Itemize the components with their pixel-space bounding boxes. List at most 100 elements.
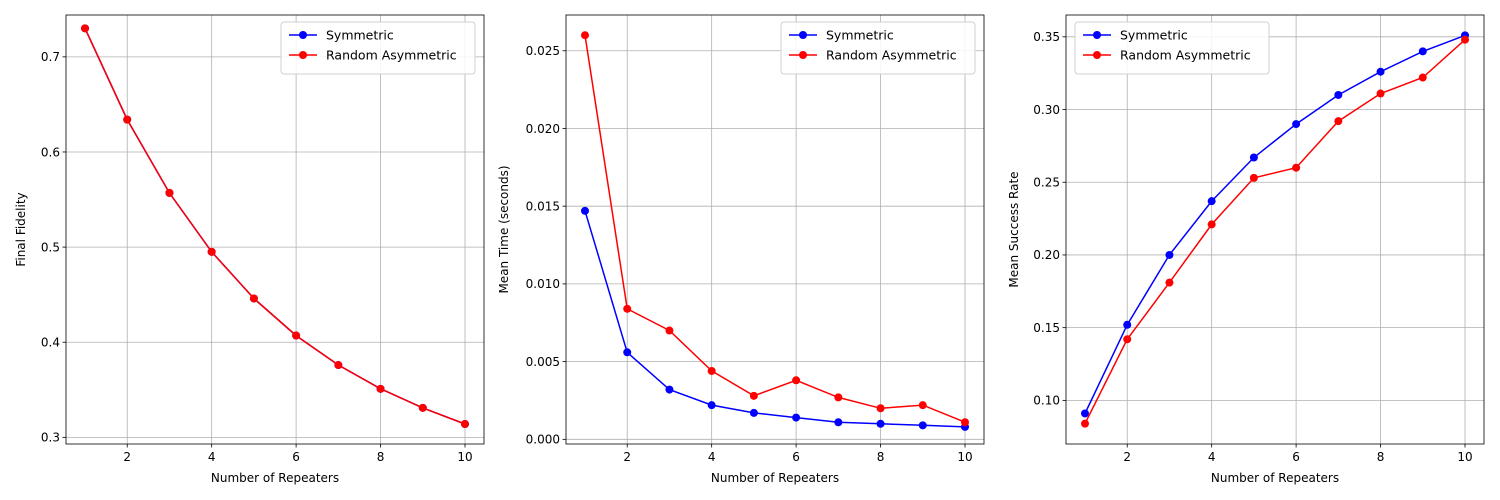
y-tick-label: 0.5 [41, 240, 60, 254]
data-point [1081, 419, 1089, 428]
legend-box [280, 21, 476, 75]
data-point [876, 419, 885, 428]
legend-marker [299, 31, 307, 39]
x-tick-label: 2 [1123, 450, 1131, 464]
data-point [876, 404, 885, 413]
x-tick-label: 8 [877, 450, 885, 464]
x-tick-label: 10 [957, 450, 972, 464]
data-point [1376, 89, 1385, 98]
series-line-0 [584, 210, 966, 428]
x-tick-label: 8 [1377, 450, 1385, 464]
data-point [1334, 117, 1343, 126]
data-point [1461, 35, 1469, 44]
data-point [1292, 163, 1301, 172]
data-point [834, 393, 843, 402]
data-point [834, 418, 843, 427]
mean-time-chart: Number of Repeaters Mean Time (seconds) … [497, 14, 985, 485]
data-point [665, 385, 674, 394]
y-tick-label: 0.005 [526, 355, 560, 369]
series-line-0 [1084, 34, 1466, 414]
data-point [123, 115, 132, 124]
x-tick-label: 6 [792, 450, 800, 464]
legend: Symmetric Random Asymmetric [280, 21, 476, 75]
legend-marker [1093, 31, 1101, 39]
y-axis-label: Mean Success Rate [1007, 171, 1021, 287]
x-tick-label: 10 [1457, 450, 1472, 464]
axes-frame [1065, 14, 1485, 445]
data-point [292, 331, 301, 340]
x-axis-label: Number of Repeaters [211, 471, 339, 485]
legend-label: Symmetric [1120, 28, 1188, 43]
data-point [1249, 173, 1258, 182]
axes-frame [65, 14, 485, 445]
data-point [165, 188, 174, 197]
y-tick-label: 0.4 [41, 336, 60, 350]
legend-label: Symmetric [826, 28, 894, 43]
legend-box [1074, 21, 1270, 75]
y-tick-label: 0.020 [526, 122, 560, 136]
data-point [792, 413, 801, 422]
x-tick-label: 2 [123, 450, 131, 464]
y-tick-label: 0.6 [41, 145, 60, 159]
data-point [418, 403, 427, 412]
y-tick-label: 0.10 [1033, 394, 1060, 408]
data-point [1418, 73, 1427, 82]
legend-box [780, 21, 976, 75]
y-tick-label: 0.20 [1033, 248, 1060, 262]
series-line-1 [84, 27, 466, 425]
data-point [1207, 197, 1216, 206]
y-axis-label: Mean Time (seconds) [497, 165, 511, 293]
legend: Symmetric Random Asymmetric [1074, 21, 1270, 75]
legend-marker [299, 51, 307, 59]
data-point [707, 366, 716, 375]
data-point [707, 401, 716, 410]
x-tick-label: 8 [377, 450, 385, 464]
data-point [918, 401, 927, 410]
data-point [623, 304, 632, 313]
axes-frame [565, 14, 985, 445]
y-tick-label: 0.025 [526, 44, 560, 58]
data-point [961, 418, 969, 427]
x-tick-label: 6 [1292, 450, 1300, 464]
data-point [792, 376, 801, 385]
data-point [1376, 67, 1385, 76]
legend-label: Symmetric [326, 28, 394, 43]
data-point [1418, 47, 1427, 56]
x-tick-label: 6 [292, 450, 300, 464]
legend-marker [799, 31, 807, 39]
data-point [665, 326, 674, 335]
y-axis-label: Final Fidelity [14, 192, 28, 266]
data-point [461, 420, 469, 429]
data-point [1165, 278, 1174, 287]
data-point [249, 294, 258, 303]
y-tick-label: 0.000 [526, 433, 560, 447]
y-tick-label: 0.015 [526, 199, 560, 213]
x-tick-label: 10 [457, 450, 472, 464]
x-axis-label: Number of Repeaters [1211, 471, 1339, 485]
data-point [1165, 250, 1174, 259]
data-point [1123, 335, 1132, 344]
x-tick-label: 4 [708, 450, 716, 464]
data-point [81, 24, 89, 33]
data-point [581, 31, 589, 40]
data-point [1123, 320, 1132, 329]
data-point [1249, 153, 1258, 162]
data-point [581, 206, 589, 215]
legend-marker [799, 51, 807, 59]
series-line-1 [1084, 39, 1466, 424]
legend-label: Random Asymmetric [326, 48, 457, 63]
x-axis-label: Number of Repeaters [711, 471, 839, 485]
data-point [1292, 120, 1301, 129]
data-point [623, 348, 632, 357]
legend-marker [1093, 51, 1101, 59]
legend-label: Random Asymmetric [1120, 48, 1251, 63]
data-point [334, 361, 343, 370]
legend: Symmetric Random Asymmetric [780, 21, 976, 75]
fidelity-chart: Number of Repeaters Final Fidelity 2 4 6 8 1… [14, 14, 485, 485]
data-point [749, 391, 758, 400]
data-point [207, 247, 216, 256]
x-tick-label: 4 [208, 450, 216, 464]
legend-label: Random Asymmetric [826, 48, 957, 63]
